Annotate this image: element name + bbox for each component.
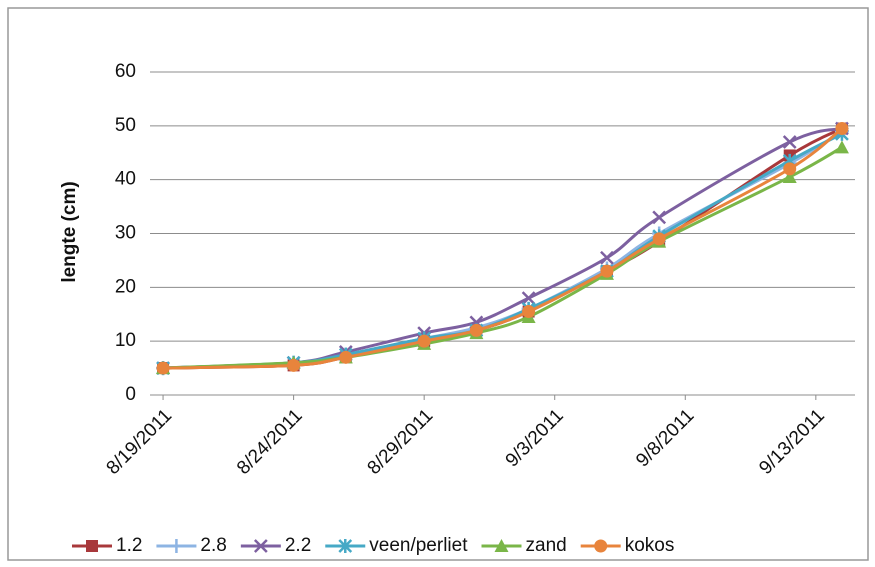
marker <box>600 250 614 265</box>
series-line <box>163 127 843 370</box>
series-line <box>162 146 843 370</box>
marker <box>169 539 184 553</box>
y-tick-label: 40 <box>115 169 136 190</box>
marker <box>834 140 849 154</box>
marker <box>522 305 536 319</box>
y-tick-label: 50 <box>115 115 136 136</box>
y-axis-label: lengte (cm) <box>59 181 80 282</box>
marker <box>600 264 614 278</box>
marker <box>594 539 608 553</box>
marker <box>835 122 849 136</box>
marker <box>782 135 797 149</box>
legend-item: 2.2 <box>240 535 311 556</box>
legend-label: 2.8 <box>200 535 226 556</box>
y-tick-label: 10 <box>115 330 136 351</box>
chart-frame <box>7 7 869 561</box>
legend-label: veen/perliet <box>369 535 468 556</box>
legend-label: 1.2 <box>116 535 142 556</box>
marker <box>86 540 98 552</box>
legend-label: zand <box>526 535 567 556</box>
y-tick-label: 20 <box>115 276 136 297</box>
legend-item: kokos <box>580 535 675 556</box>
y-tick-label: 60 <box>115 61 136 82</box>
marker <box>469 323 483 337</box>
marker <box>253 539 268 553</box>
marker <box>417 334 431 348</box>
legend-item: veen/perliet <box>325 535 468 556</box>
y-tick-label: 0 <box>125 384 136 405</box>
legend-item: 1.2 <box>72 535 142 556</box>
marker <box>156 361 170 375</box>
marker <box>783 162 797 176</box>
legend-label: 2.2 <box>285 535 311 556</box>
marker <box>494 539 509 552</box>
marker <box>287 358 301 372</box>
legend-item: zand <box>481 535 567 556</box>
marker <box>652 210 667 225</box>
marker <box>782 169 797 183</box>
y-tick-label: 30 <box>115 223 136 244</box>
marker <box>521 291 536 305</box>
marker <box>338 539 353 553</box>
legend-item: 2.8 <box>156 535 227 556</box>
marker <box>339 350 353 364</box>
marker <box>652 232 666 246</box>
legend-label: kokos <box>625 535 675 556</box>
